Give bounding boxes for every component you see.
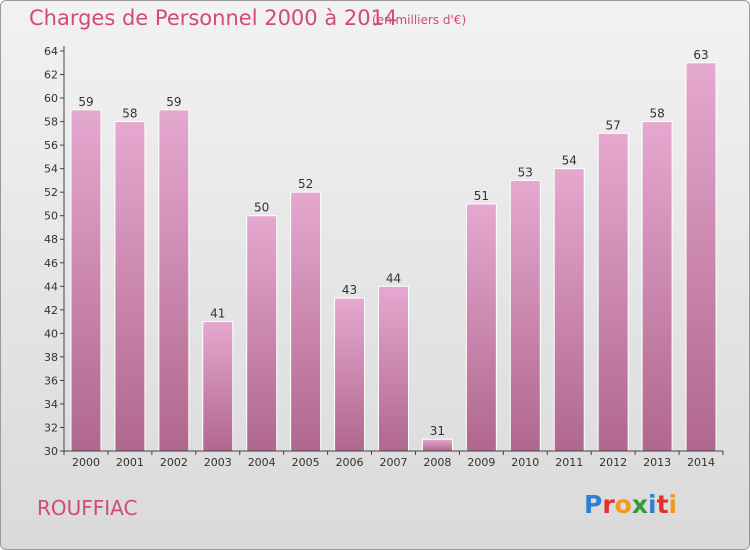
x-tick-label: 2008 bbox=[423, 456, 451, 469]
data-label-2012: 57 bbox=[606, 118, 621, 132]
x-tick-label: 2012 bbox=[599, 456, 627, 469]
x-tick-label: 2004 bbox=[248, 456, 276, 469]
bar-2004 bbox=[246, 215, 278, 452]
x-tick-label: 2005 bbox=[292, 456, 320, 469]
bar-2005 bbox=[290, 191, 322, 452]
x-tick-label: 2010 bbox=[511, 456, 539, 469]
y-tick-label: 44 bbox=[44, 280, 58, 293]
bar-2008 bbox=[421, 438, 453, 452]
y-tick-label: 56 bbox=[44, 139, 58, 152]
y-tick-label: 64 bbox=[44, 45, 58, 58]
chart-title: Charges de Personnel 2000 à 2014 bbox=[29, 6, 398, 30]
x-tick-label: 2014 bbox=[687, 456, 715, 469]
proxiti-logo: Proxiti bbox=[584, 490, 677, 519]
y-tick-label: 40 bbox=[44, 327, 58, 340]
y-tick-label: 32 bbox=[44, 421, 58, 434]
y-tick-label: 52 bbox=[44, 186, 58, 199]
data-label-2011: 54 bbox=[562, 154, 577, 168]
logo-letter: i bbox=[668, 490, 678, 519]
y-tick-label: 48 bbox=[44, 233, 58, 246]
y-tick-label: 36 bbox=[44, 374, 58, 387]
y-tick-label: 62 bbox=[44, 69, 58, 82]
city-name: ROUFFIAC bbox=[37, 496, 138, 520]
y-tick-label: 60 bbox=[44, 92, 58, 105]
x-tick-label: 2003 bbox=[204, 456, 232, 469]
bar-2001 bbox=[114, 121, 146, 452]
bar-2011 bbox=[553, 168, 585, 452]
bar-2009 bbox=[465, 203, 497, 452]
data-label-2000: 59 bbox=[78, 95, 93, 109]
y-tick-label: 30 bbox=[44, 445, 58, 458]
y-tick-label: 46 bbox=[44, 257, 58, 270]
y-tick-label: 42 bbox=[44, 304, 58, 317]
x-tick-label: 2011 bbox=[555, 456, 583, 469]
data-label-2014: 63 bbox=[693, 48, 708, 62]
data-label-2002: 59 bbox=[166, 95, 181, 109]
bar-2010 bbox=[509, 179, 541, 452]
bar-2014 bbox=[685, 62, 717, 452]
x-tick-label: 2013 bbox=[643, 456, 671, 469]
x-tick-label: 2009 bbox=[467, 456, 495, 469]
data-labels: 59 58 59 41 50 52 43 44 31 51 53 54 57 58 63 bbox=[78, 48, 708, 438]
logo-letter: i bbox=[648, 490, 657, 519]
bar-2012 bbox=[597, 132, 629, 452]
x-tick-label: 2002 bbox=[160, 456, 188, 469]
x-tick-label: 2007 bbox=[380, 456, 408, 469]
chart-subtitle: (en milliers d'€) bbox=[372, 13, 467, 27]
y-tick-label: 34 bbox=[44, 398, 58, 411]
x-tick-label: 2006 bbox=[336, 456, 364, 469]
x-tick-label: 2001 bbox=[116, 456, 144, 469]
logo-letter: x bbox=[631, 490, 648, 519]
bar-2002 bbox=[158, 109, 190, 452]
data-label-2004: 50 bbox=[254, 201, 269, 215]
data-label-2009: 51 bbox=[474, 189, 489, 203]
data-label-2010: 53 bbox=[518, 165, 533, 179]
data-label-2003: 41 bbox=[210, 307, 225, 321]
x-tick-label: 2000 bbox=[72, 456, 100, 469]
data-label-2001: 58 bbox=[122, 107, 137, 121]
bar-series bbox=[70, 62, 717, 452]
y-tick-label: 38 bbox=[44, 351, 58, 364]
bar-2003 bbox=[202, 321, 234, 452]
data-label-2005: 52 bbox=[298, 177, 313, 191]
bar-2006 bbox=[334, 297, 366, 452]
logo-letter: t bbox=[656, 490, 669, 519]
logo-letter: o bbox=[614, 490, 632, 519]
y-tick-label: 50 bbox=[44, 210, 58, 223]
y-tick-label: 58 bbox=[44, 116, 58, 129]
logo-letter: P bbox=[584, 490, 603, 519]
bar-2000 bbox=[70, 109, 102, 452]
logo-letter: r bbox=[602, 490, 615, 519]
bar-2007 bbox=[378, 285, 409, 452]
data-label-2013: 58 bbox=[649, 107, 664, 121]
bar-2013 bbox=[641, 121, 673, 452]
data-label-2007: 44 bbox=[386, 271, 401, 285]
data-label-2008: 31 bbox=[430, 424, 445, 438]
data-label-2006: 43 bbox=[342, 283, 357, 297]
chart-axes: 30 32 34 36 38 40 42 44 46 48 50 52 54 56 58 60 62 64 2000… bbox=[44, 45, 724, 469]
y-tick-label: 54 bbox=[44, 163, 58, 176]
